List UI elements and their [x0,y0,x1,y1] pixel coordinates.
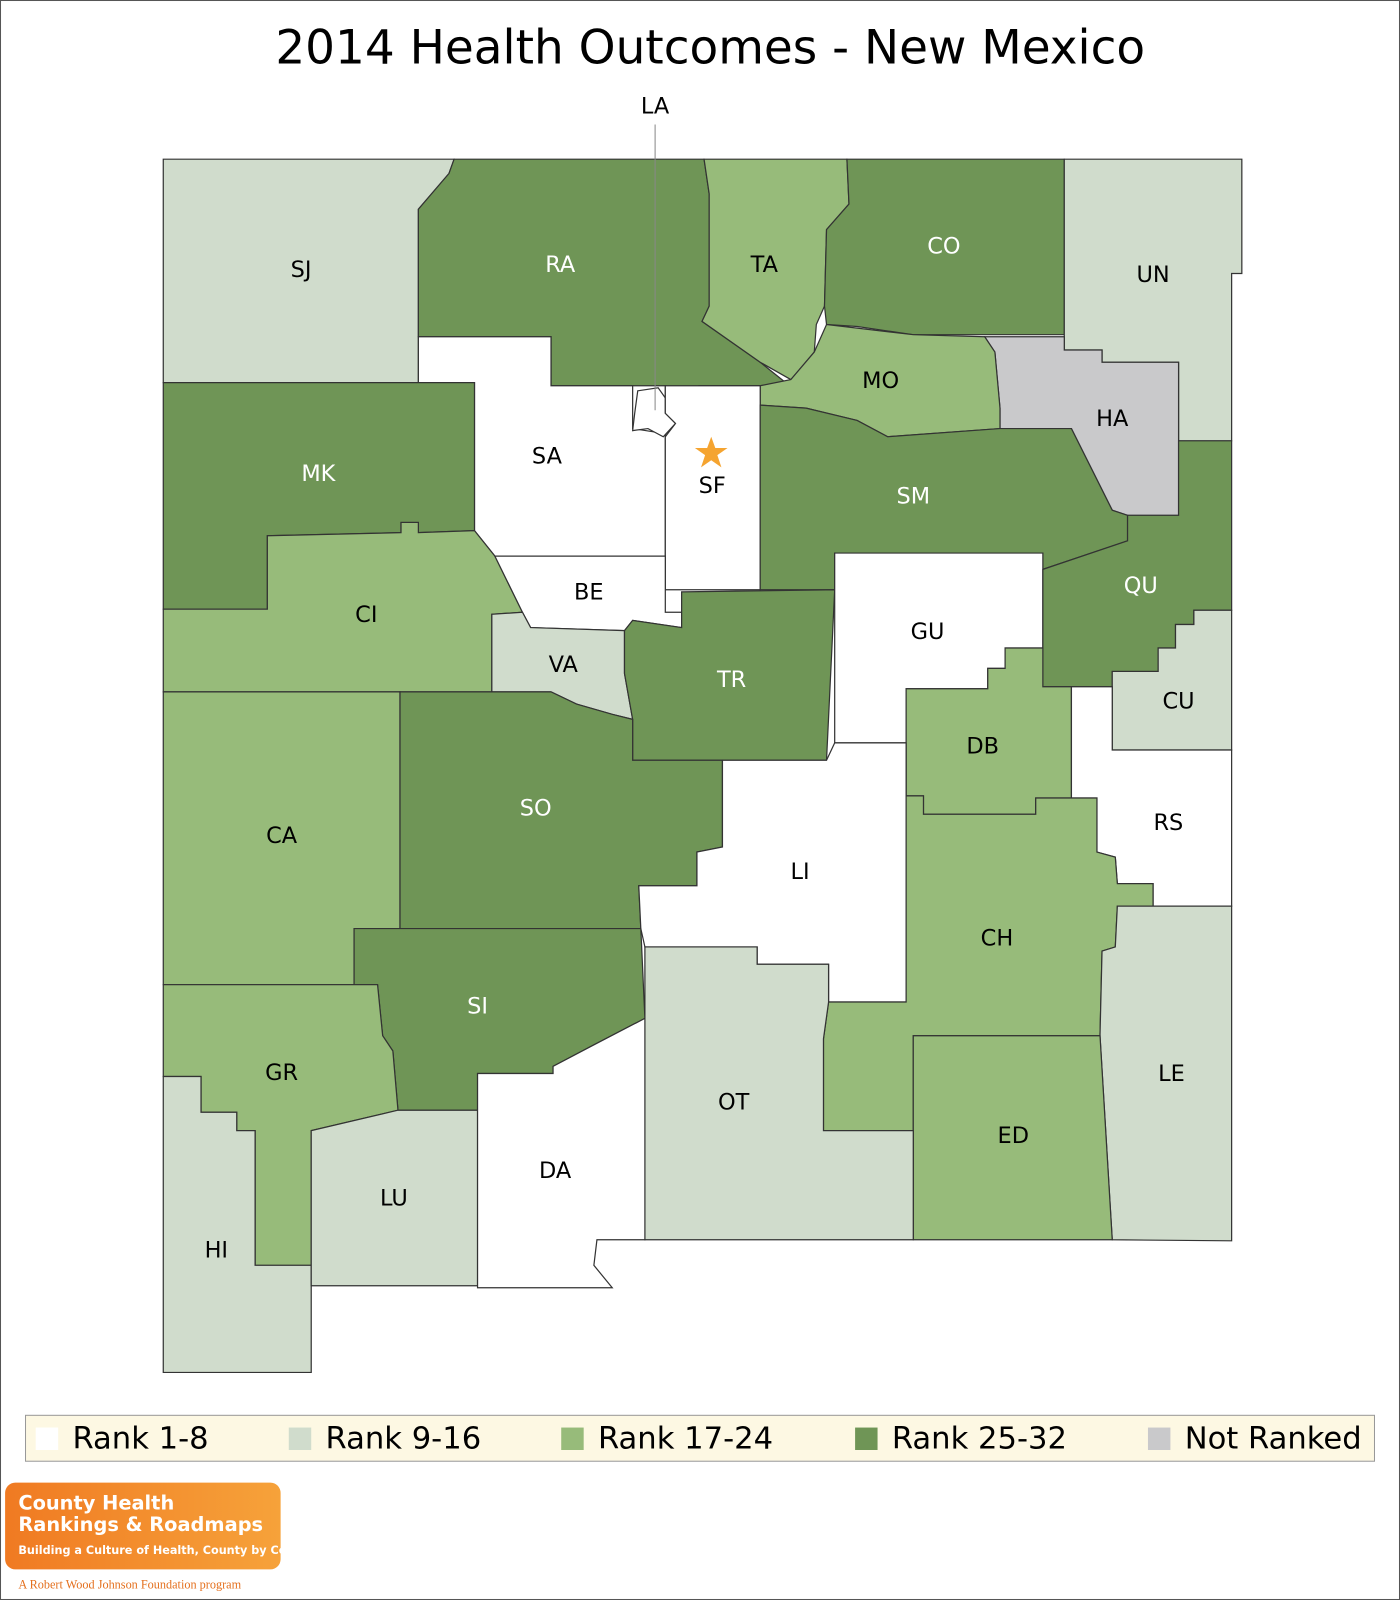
county-label: DA [539,1158,572,1184]
county-label: HI [205,1238,228,1264]
county-label: GU [911,619,945,645]
county-label: MO [862,368,899,394]
county [162,1075,312,1374]
logo-badge [5,1482,281,1570]
legend-label: Rank 9-16 [326,1421,482,1456]
county-label: OT [718,1090,750,1116]
county-label: DB [966,733,999,759]
county-label: VA [549,652,579,678]
legend-swatch [288,1427,312,1450]
legend-swatch [855,1427,878,1450]
county-label: LU [380,1185,408,1211]
county-label: SJ [291,257,312,283]
county-label: SA [532,444,563,470]
county-label: HA [1096,406,1129,432]
legend-swatch [561,1427,584,1450]
logo-footer: A Robert Wood Johnson Foundation program [18,1578,241,1592]
county-label: RS [1153,810,1183,836]
legend-label: Not Ranked [1185,1421,1362,1456]
logo-tagline: Building a Culture of Health, County by … [18,1544,315,1557]
logo-line: Rankings & Roadmaps [18,1513,263,1536]
capital-star [694,436,728,468]
county-label: SO [520,796,552,822]
county-label: LI [790,859,809,885]
county-label: TA [750,252,779,278]
county-label: BE [574,579,604,605]
county-label: MK [301,461,336,487]
county-label: CI [355,602,377,628]
county-label: TR [716,667,746,693]
legend-label: Rank 1-8 [72,1421,208,1456]
county-label: SI [467,994,488,1020]
legend-swatch [35,1427,59,1450]
county-label: CU [1163,689,1195,715]
legend-label: Rank 25-32 [892,1421,1067,1456]
map: SJ RA TA CO UN HA MO SA LA SF SM MK CI BE VA TR GU QU CU DB… [162,94,1243,1374]
county-label: ED [998,1123,1029,1149]
legend-label: Rank 17-24 [598,1421,773,1456]
legend-swatch [1147,1427,1171,1450]
county-label: CH [981,925,1014,951]
county-label: SM [896,483,930,509]
map-title: 2014 Health Outcomes - New Mexico [275,21,1145,76]
county-label: GR [265,1060,298,1086]
county-label: LA [641,94,670,120]
county [476,1017,646,1289]
county-label: RA [545,252,576,278]
county [644,946,914,1241]
legend: Rank 1-8 Rank 9-16 Rank 17-24 Rank 25-32 Not… [35,1421,1362,1456]
county-label: LE [1158,1061,1185,1087]
county-label: UN [1136,262,1169,288]
county-label: CO [927,233,960,259]
county-label: SF [699,473,726,499]
county-label: CA [266,823,298,849]
logo-line: County Health [18,1492,174,1515]
county-label: QU [1124,573,1158,599]
